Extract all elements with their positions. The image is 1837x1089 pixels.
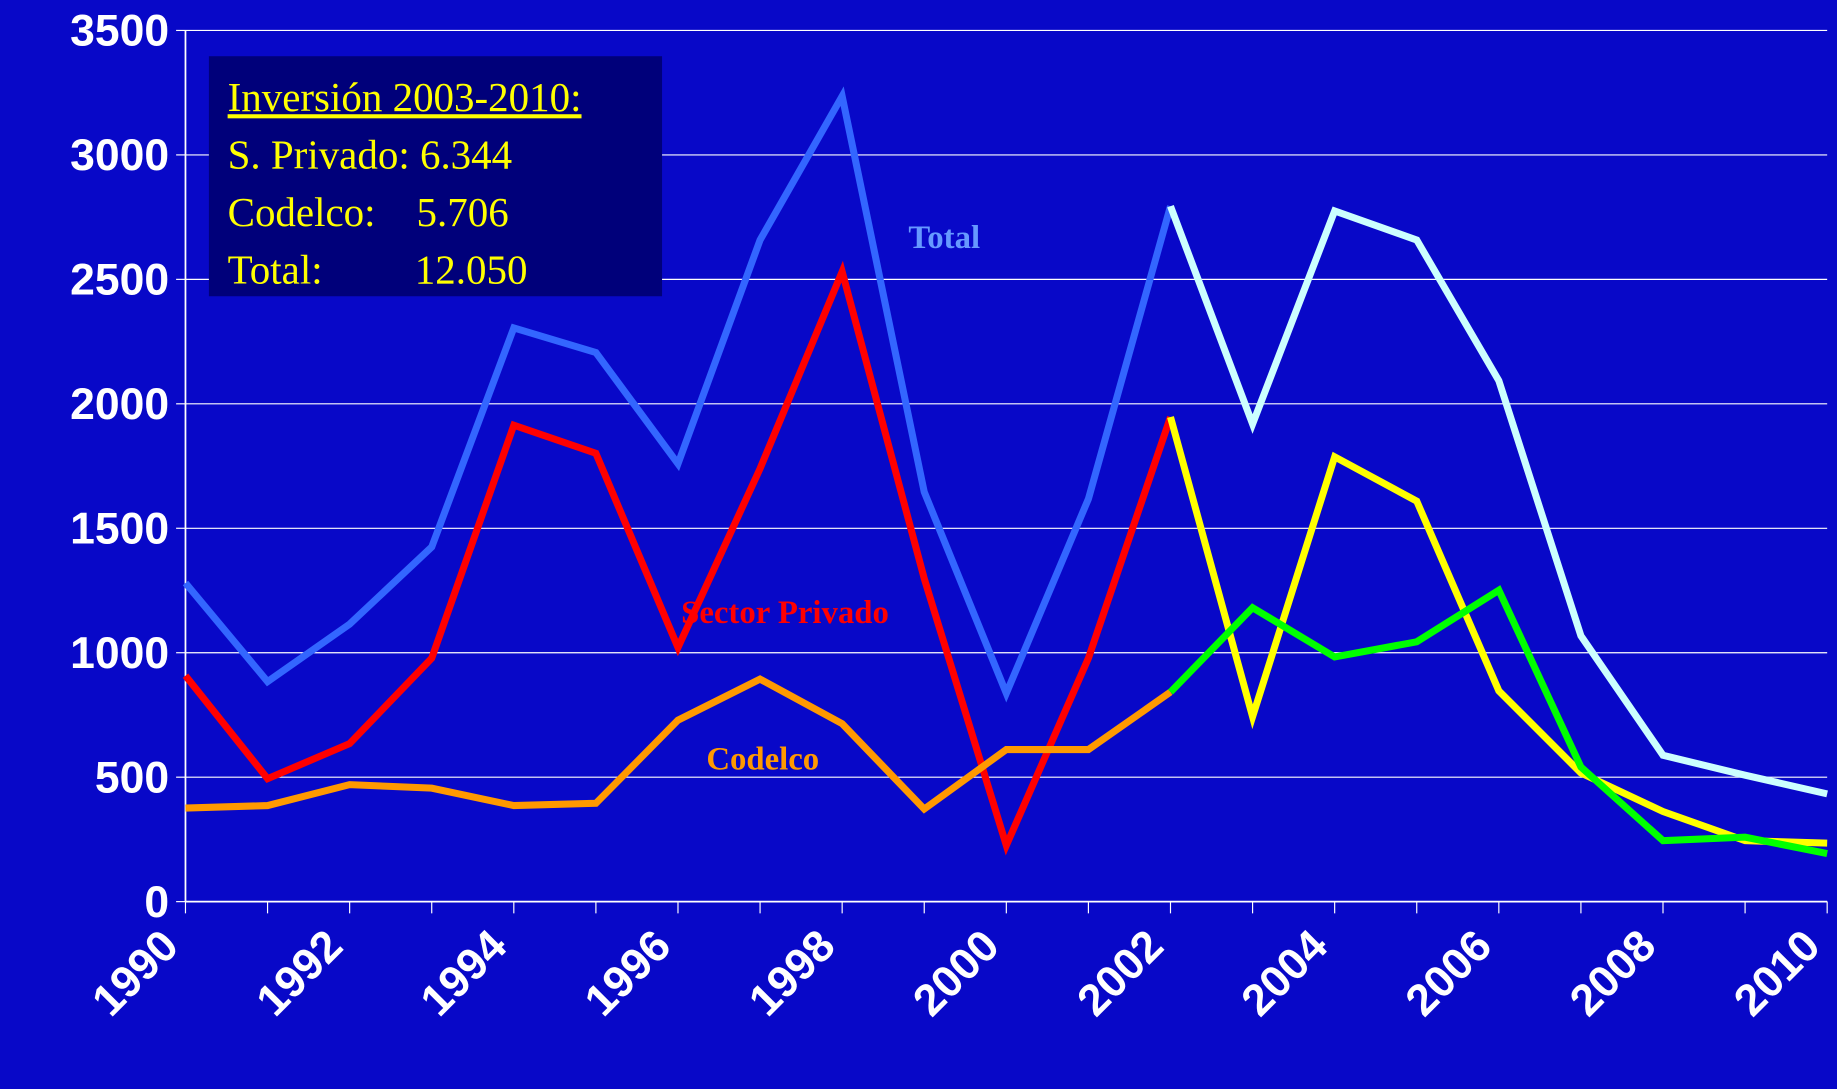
y-tick-label: 2500	[70, 256, 169, 305]
note-title: Inversión 2003-2010:	[228, 74, 582, 120]
note-line: S. Privado: 6.344	[228, 132, 513, 178]
series-line	[182, 260, 1174, 856]
y-tick-label: 500	[95, 753, 169, 802]
series-line	[182, 86, 1174, 703]
y-tick-label: 2000	[70, 380, 169, 429]
y-tick-label: 1000	[70, 629, 169, 678]
note-line: Total: 12.050	[228, 246, 528, 292]
series-label: Codelco	[706, 741, 819, 777]
series-label: Sector Privado	[681, 595, 889, 631]
series-line	[185, 675, 1173, 814]
series-line	[1167, 204, 1828, 798]
note-box	[208, 56, 663, 297]
series-line	[1167, 585, 1828, 858]
y-tick-label: 0	[144, 878, 169, 927]
y-tick-label: 3000	[70, 131, 169, 180]
y-tick-label: 3500	[70, 7, 169, 56]
series-label: Total	[908, 220, 980, 256]
note-line: Codelco: 5.706	[228, 189, 509, 235]
y-tick-label: 1500	[70, 504, 169, 553]
series-line	[1167, 416, 1828, 847]
